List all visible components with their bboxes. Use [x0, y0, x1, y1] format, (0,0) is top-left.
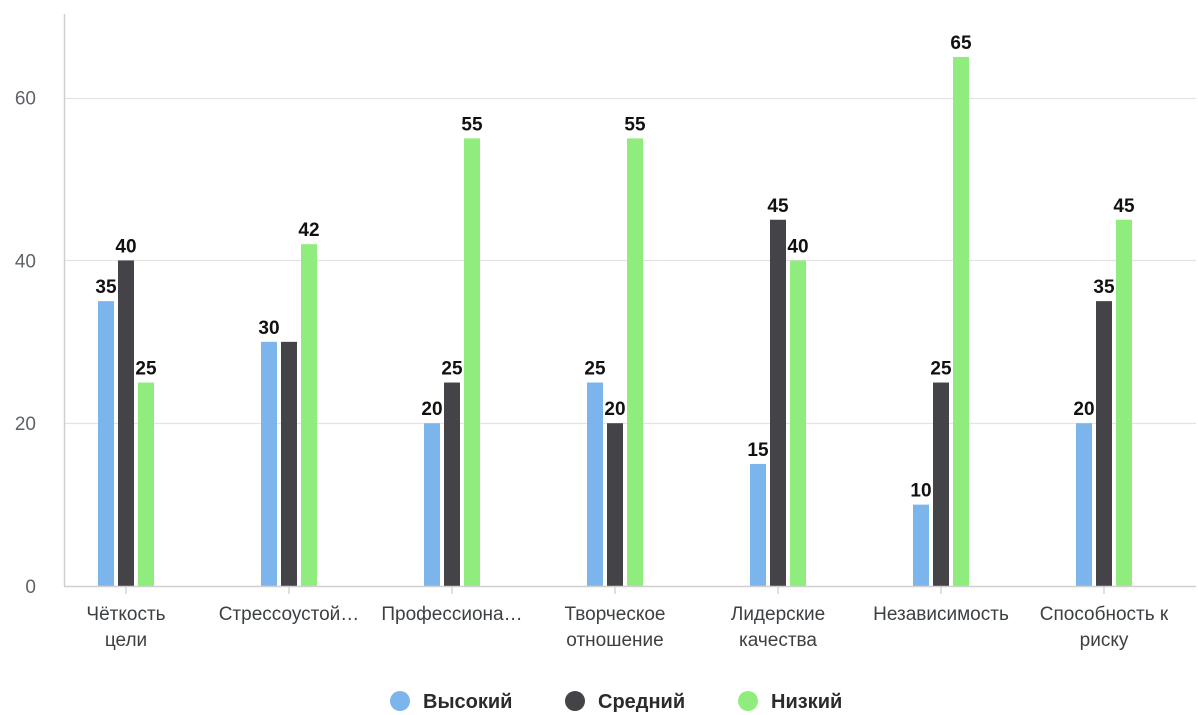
data-label: 45 — [1113, 196, 1135, 217]
bar-Средний — [118, 260, 134, 586]
category-label: Лидерские качества — [731, 604, 825, 651]
data-labels: 35 30 20 25 15 10 20 40 25 20 45 25 35 25 42 55 55 40 65 45 — [95, 33, 1135, 502]
bar-Низкий — [464, 138, 480, 586]
y-axis-ticks: 0 20 40 60 — [15, 89, 36, 598]
legend-item-Средний[interactable]: Средний — [565, 691, 685, 713]
data-label: 25 — [135, 359, 157, 380]
bar-Высокий — [424, 423, 440, 586]
category-label: Творческое отношение — [565, 604, 666, 651]
legend-item-Низкий[interactable]: Низкий — [738, 691, 842, 713]
bar-Высокий — [261, 341, 277, 586]
legend-marker — [565, 691, 585, 711]
data-label: 20 — [421, 399, 442, 420]
legend: Высокий Средний Низкий — [390, 691, 842, 713]
bar-Средний — [281, 341, 297, 586]
y-tick-label: 60 — [15, 89, 36, 110]
data-label: 20 — [1073, 399, 1094, 420]
bar-Низкий — [953, 56, 969, 586]
data-label: 25 — [441, 359, 463, 380]
bars — [98, 56, 1132, 586]
bar-Высокий — [913, 504, 929, 586]
legend-label: Средний — [598, 691, 685, 713]
legend-marker — [738, 691, 758, 711]
y-tick-label: 0 — [25, 577, 36, 598]
data-label: 35 — [95, 277, 117, 298]
bar-Средний — [933, 382, 949, 586]
bar-Низкий — [627, 138, 643, 586]
axes — [63, 14, 1196, 594]
bar-Средний — [1096, 301, 1112, 586]
data-label: 15 — [747, 440, 769, 461]
data-label: 40 — [787, 236, 808, 257]
bar-Низкий — [1116, 219, 1132, 586]
data-label: 25 — [930, 359, 952, 380]
category-label: Профессиона… — [381, 604, 522, 625]
y-tick-label: 40 — [15, 251, 36, 272]
category-label: Независимость — [873, 604, 1009, 625]
data-label: 20 — [604, 399, 625, 420]
bar-Средний — [444, 382, 460, 586]
data-label: 10 — [910, 481, 931, 502]
bar-Высокий — [587, 382, 603, 586]
category-label: Стрессоустой… — [219, 604, 360, 625]
data-label: 55 — [624, 114, 646, 135]
legend-label: Высокий — [423, 691, 512, 713]
bar-Низкий — [790, 260, 806, 586]
data-label: 65 — [950, 33, 972, 54]
bar-Средний — [607, 423, 623, 586]
data-label: 25 — [584, 359, 606, 380]
category-label: Способность к риску — [1040, 604, 1169, 651]
x-axis-categories: Чёткость цели Стрессоустой… Профессиона… Тво… — [86, 604, 1168, 651]
bar-Высокий — [98, 301, 114, 586]
legend-marker — [390, 691, 410, 711]
y-tick-label: 20 — [15, 414, 36, 435]
data-label: 35 — [1093, 277, 1115, 298]
legend-label: Низкий — [771, 691, 842, 713]
category-label: Чёткость цели — [86, 604, 165, 651]
legend-item-Высокий[interactable]: Высокий — [390, 691, 512, 713]
bar-Средний — [770, 219, 786, 586]
data-label: 42 — [298, 220, 319, 241]
data-label: 55 — [461, 114, 483, 135]
data-label: 45 — [767, 196, 789, 217]
bar-Низкий — [301, 244, 317, 586]
data-label: 40 — [115, 236, 136, 257]
bar-Высокий — [1076, 423, 1092, 586]
bar-Низкий — [138, 382, 154, 586]
bar-Высокий — [750, 463, 766, 586]
data-label: 30 — [258, 318, 279, 339]
